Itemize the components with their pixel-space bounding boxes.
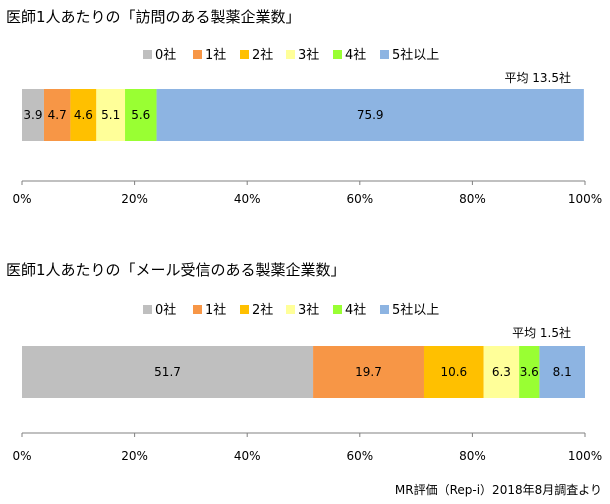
- chart-1-bar-segment-2: [70, 89, 97, 141]
- chart-1-legend-swatch-0: [143, 50, 152, 59]
- chart-1-x-tick-label-0: 0%: [12, 192, 31, 206]
- chart-2-data-label-1: 19.7: [355, 365, 382, 379]
- chart-1-x-tick-label-2: 40%: [234, 192, 261, 206]
- chart-1-data-label-3: 5.1: [101, 108, 120, 122]
- chart-2-legend-swatch-5: [380, 305, 389, 314]
- chart-2-x-tick-label-2: 40%: [234, 449, 261, 463]
- chart-2-legend-label-3: 3社: [298, 302, 319, 318]
- chart-2-bar-segment-0: [22, 346, 314, 398]
- chart-1-legend-label-0: 0社: [155, 47, 176, 63]
- chart-1-x-tick-label-4: 80%: [459, 192, 486, 206]
- chart-2-data-label-5: 8.1: [553, 365, 572, 379]
- chart-1-bar-segment-1: [43, 89, 71, 141]
- chart-2-x-tick-label-3: 60%: [346, 449, 373, 463]
- chart-1-legend-label-3: 3社: [298, 47, 319, 63]
- chart-1-bar-segment-5: [156, 89, 584, 141]
- chart-2-bar-segment-5: [539, 346, 585, 398]
- chart-2-bar-segment-3: [483, 346, 520, 398]
- chart-2-legend-label-2: 2社: [252, 302, 273, 318]
- chart-1-x-tick-label-1: 20%: [121, 192, 148, 206]
- chart-1-legend-swatch-4: [333, 50, 342, 59]
- chart-1-legend-swatch-2: [240, 50, 249, 59]
- chart-2-data-label-0: 51.7: [154, 365, 181, 379]
- chart-1-legend-label-4: 4社: [345, 47, 366, 63]
- chart-1-x-tick-label-3: 60%: [346, 192, 373, 206]
- chart-2-legend-label-0: 0社: [155, 302, 176, 318]
- chart-2-bar-segment-4: [519, 346, 540, 398]
- chart-2-x-tick-label-1: 20%: [121, 449, 148, 463]
- chart-2-bar-segment-2: [423, 346, 484, 398]
- chart-1-bar-segment-0: [22, 89, 44, 141]
- chart-1-legend-label-2: 2社: [252, 47, 273, 63]
- chart-1-legend-label-1: 1社: [205, 47, 226, 63]
- chart-2-legend-swatch-4: [333, 305, 342, 314]
- chart-1-bar-segment-4: [125, 89, 157, 141]
- chart-1-legend-swatch-1: [193, 50, 202, 59]
- chart-2-legend-swatch-2: [240, 305, 249, 314]
- chart-2-legend-label-1: 1社: [205, 302, 226, 318]
- chart-2-legend-label-4: 4社: [345, 302, 366, 318]
- chart-2-title: 医師1人あたりの「メール受信のある製薬企業数」: [6, 261, 346, 279]
- chart-1-average-annotation: 平均 13.5社: [504, 70, 571, 85]
- chart-1-bar-segment-3: [96, 89, 126, 141]
- chart-1-data-label-4: 5.6: [131, 108, 150, 122]
- chart-1-x-tick-label-5: 100%: [568, 192, 602, 206]
- chart-2-legend-swatch-3: [286, 305, 295, 314]
- chart-2-data-label-2: 10.6: [440, 365, 467, 379]
- chart-2-data-label-3: 6.3: [492, 365, 511, 379]
- chart-2-x-tick-label-5: 100%: [568, 449, 602, 463]
- chart-1-legend-label-5: 5社以上: [392, 47, 439, 63]
- chart-1-data-label-0: 3.9: [23, 108, 42, 122]
- chart-2-legend-swatch-1: [193, 305, 202, 314]
- chart-2-legend-label-5: 5社以上: [392, 302, 439, 318]
- chart-2-x-tick-label-4: 80%: [459, 449, 486, 463]
- chart-1-legend-swatch-5: [380, 50, 389, 59]
- chart-1-data-label-1: 4.7: [48, 108, 67, 122]
- chart-1-legend-swatch-3: [286, 50, 295, 59]
- chart-2-bar-segment-1: [313, 346, 424, 398]
- chart-1-data-label-5: 75.9: [357, 108, 384, 122]
- chart-2-average-annotation: 平均 1.5社: [512, 325, 571, 340]
- chart-1-data-label-2: 4.6: [74, 108, 93, 122]
- source-note: MR評価（Rep-i）2018年8月調査より: [394, 483, 602, 497]
- chart-2-x-tick-label-0: 0%: [12, 449, 31, 463]
- chart-2-legend-swatch-0: [143, 305, 152, 314]
- chart-2-data-label-4: 3.6: [520, 365, 539, 379]
- chart-1-title: 医師1人あたりの「訪問のある製薬企業数」: [6, 8, 301, 26]
